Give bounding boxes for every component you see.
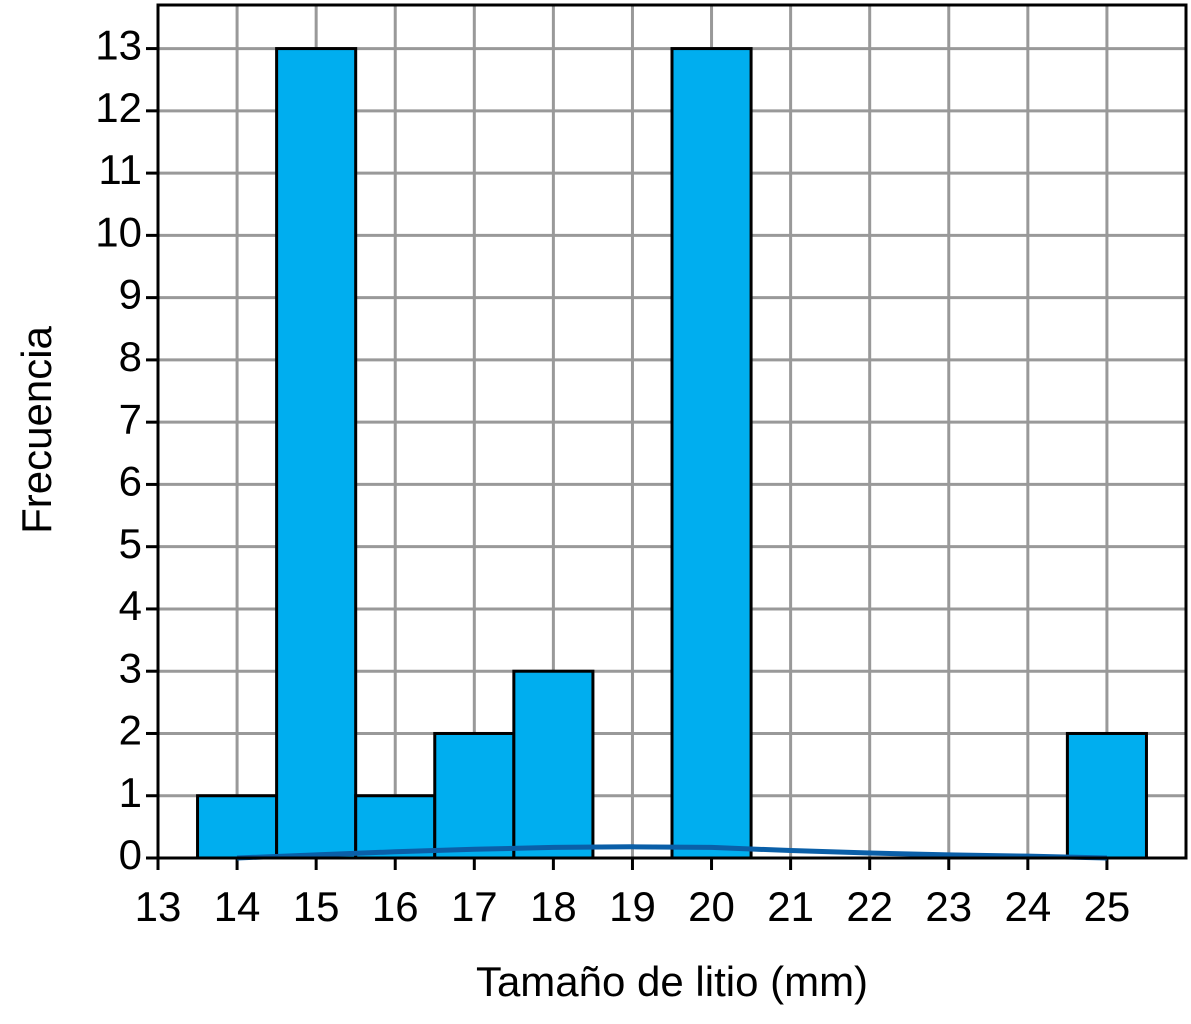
bar bbox=[512, 669, 595, 860]
x-tick-label: 14 bbox=[214, 883, 261, 930]
bar bbox=[196, 794, 279, 860]
y-tick-label: 10 bbox=[95, 208, 142, 255]
y-tick-label: 11 bbox=[98, 146, 142, 193]
y-tick-label: 8 bbox=[119, 333, 142, 380]
bar bbox=[433, 731, 516, 860]
y-tick-label: 5 bbox=[119, 520, 142, 567]
x-tick-label: 23 bbox=[925, 883, 972, 930]
y-tick-label: 0 bbox=[119, 831, 142, 878]
bar bbox=[275, 47, 358, 860]
x-tick-label: 20 bbox=[688, 883, 735, 930]
y-tick-label: 13 bbox=[95, 22, 142, 69]
y-tick-label: 6 bbox=[119, 458, 142, 505]
curve bbox=[236, 844, 1107, 861]
y-tick-label: 3 bbox=[119, 644, 142, 691]
y-tick-label: 7 bbox=[119, 395, 142, 442]
y-tick-label: 1 bbox=[119, 769, 142, 816]
x-tick-label: 18 bbox=[530, 883, 577, 930]
y-tick-label: 2 bbox=[119, 707, 142, 754]
x-tick-label: 15 bbox=[293, 883, 340, 930]
bar bbox=[670, 47, 753, 860]
x-tick-label: 24 bbox=[1004, 883, 1051, 930]
x-tick-label: 22 bbox=[846, 883, 893, 930]
x-axis-label: Tamaño de litio (mm) bbox=[476, 958, 868, 1005]
x-tick-label: 13 bbox=[135, 883, 182, 930]
y-tick-label: 9 bbox=[119, 271, 142, 318]
bar bbox=[1065, 731, 1148, 860]
x-tick-label: 17 bbox=[451, 883, 498, 930]
x-tick-label: 21 bbox=[767, 883, 814, 930]
y-tick-label: 4 bbox=[119, 582, 142, 629]
x-tick-label: 19 bbox=[609, 883, 656, 930]
x-tick-label: 16 bbox=[372, 883, 419, 930]
x-tick-label: 25 bbox=[1084, 883, 1131, 930]
plot-frame bbox=[156, 3, 1188, 860]
y-axis-label: Frecuencia bbox=[13, 325, 60, 533]
y-tick-label: 12 bbox=[95, 84, 142, 131]
